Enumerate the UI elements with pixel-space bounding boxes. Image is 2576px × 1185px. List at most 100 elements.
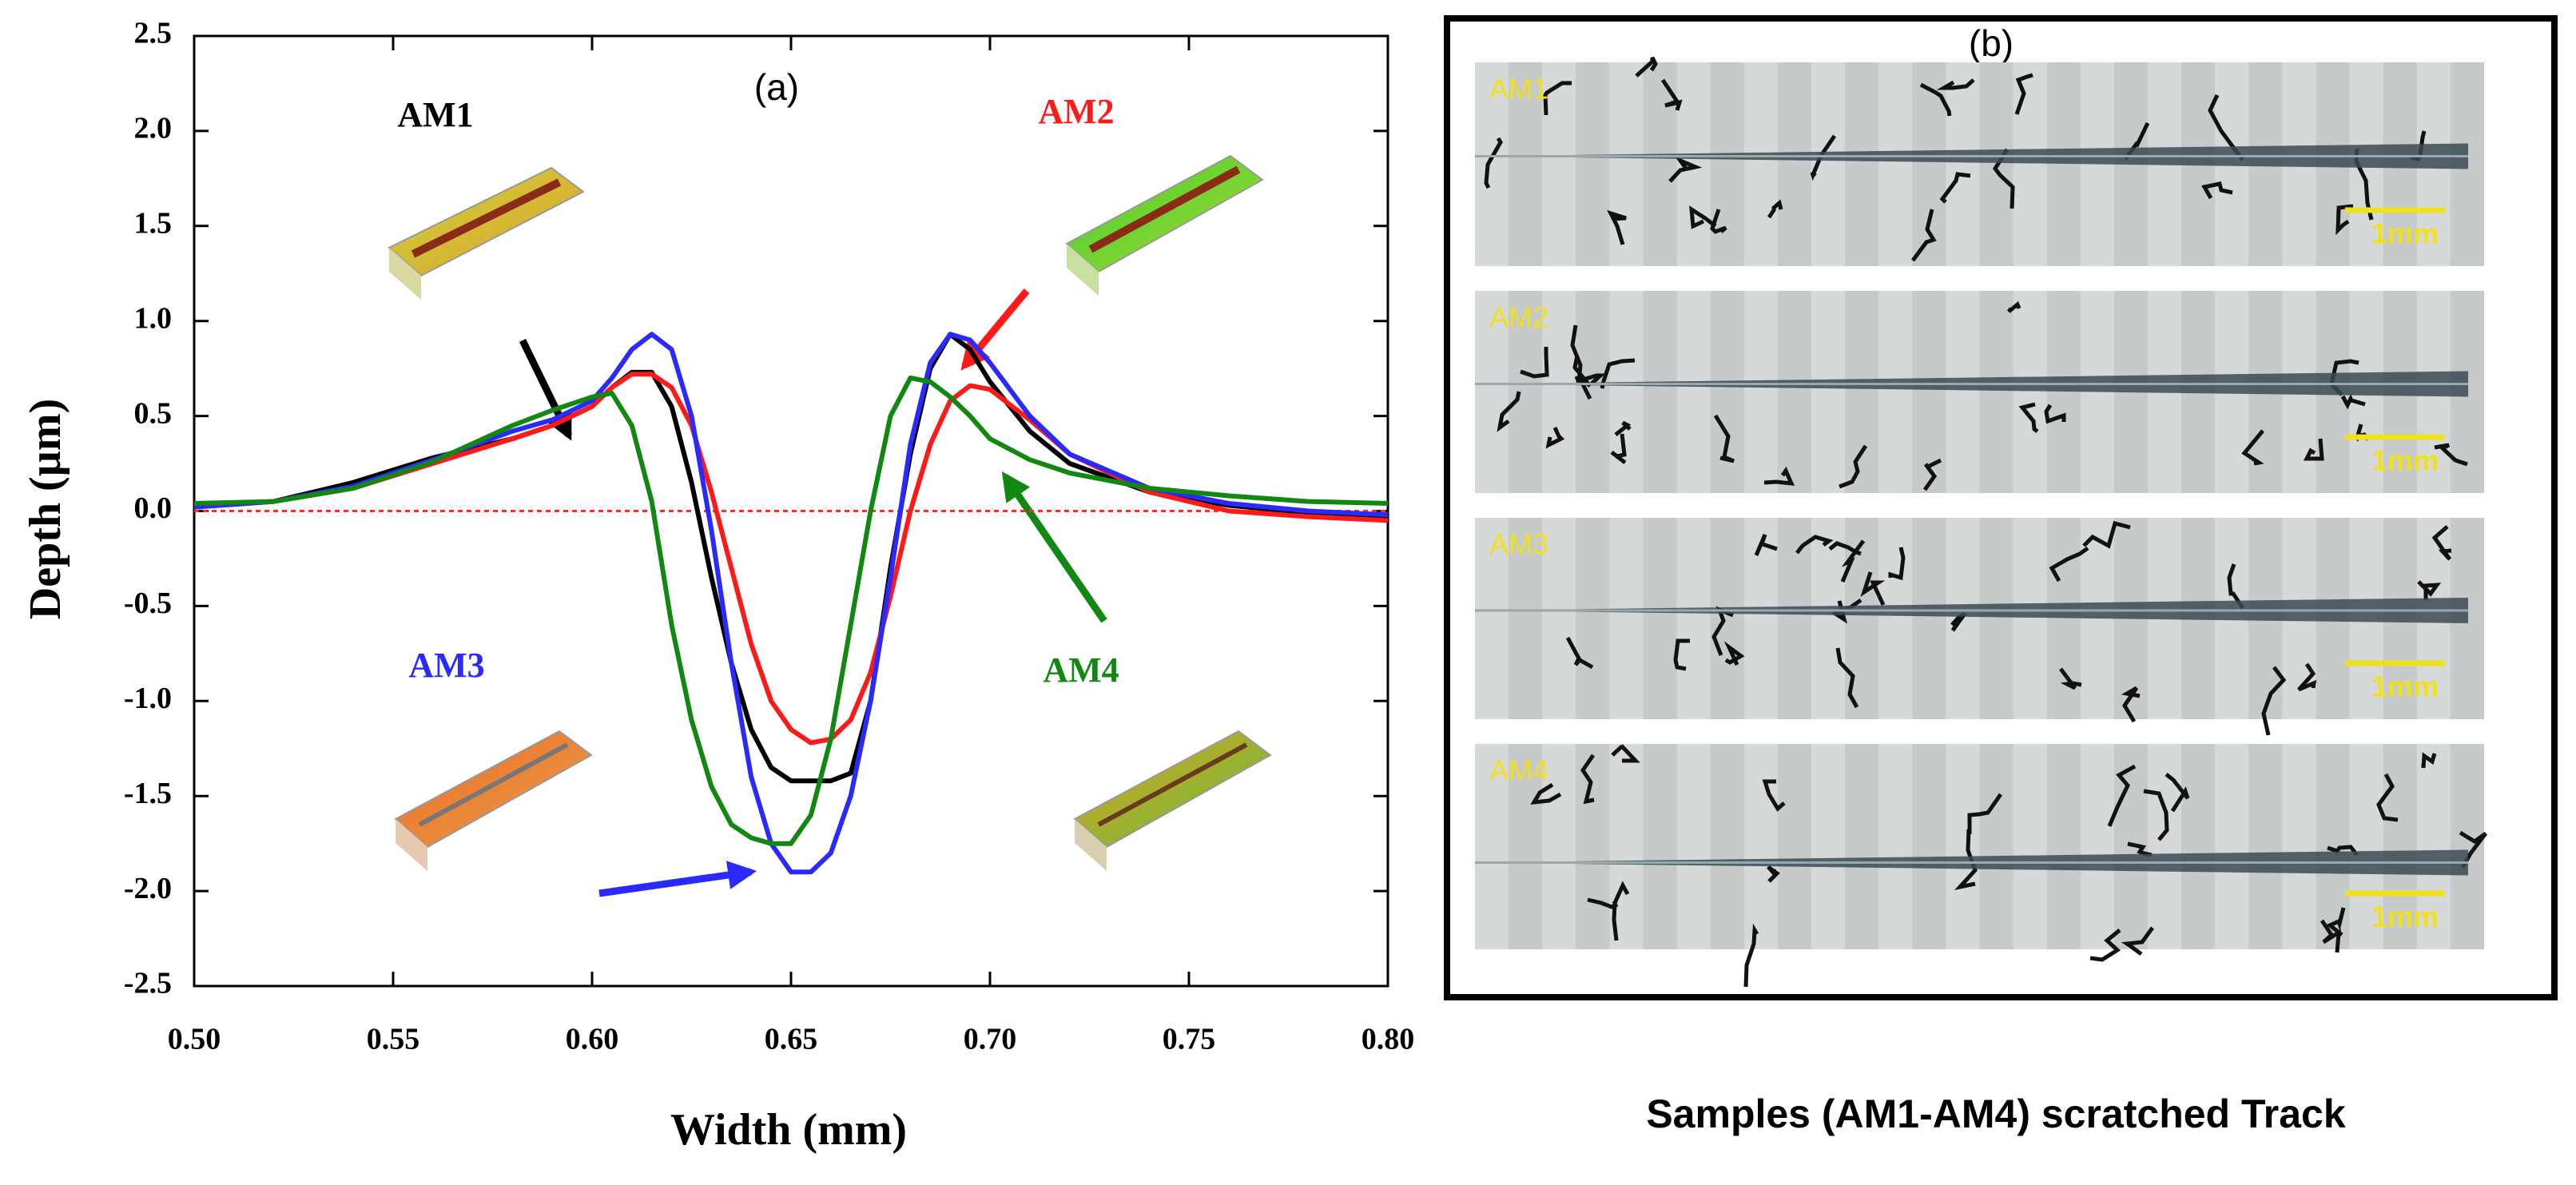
crack — [2326, 907, 2346, 936]
crack — [2431, 525, 2452, 561]
crack — [1835, 647, 1859, 709]
stripe — [1576, 62, 1610, 266]
crack — [1763, 466, 1795, 486]
crack — [1545, 426, 1565, 449]
panel-label: (a) — [754, 66, 799, 108]
crack — [1570, 324, 1583, 384]
series-line — [193, 372, 1389, 746]
scratch-strip: AM3 1mm — [1475, 518, 2484, 736]
strip-label: AM4 — [1489, 754, 1548, 787]
arrow — [598, 861, 757, 897]
scale-label: 1mm — [2371, 217, 2439, 250]
crack — [1713, 414, 1735, 463]
y-tick-label: 0.0 — [134, 491, 173, 525]
y-tick-label: 2.5 — [134, 17, 173, 50]
crack — [1689, 205, 1717, 229]
crack — [2335, 204, 2354, 236]
strip-label: AM1 — [1489, 73, 1548, 105]
stripe — [1542, 291, 1576, 493]
crack — [2165, 773, 2190, 813]
y-tick-label: -2.0 — [124, 872, 172, 905]
stripe — [1845, 744, 1879, 949]
stripe — [2013, 518, 2047, 719]
x-tick-label: 0.50 — [168, 1023, 221, 1056]
stripe — [1878, 518, 1913, 719]
x-tick-label: 0.80 — [1362, 1023, 1415, 1056]
crack — [1520, 347, 1549, 379]
stripe — [1475, 518, 1509, 719]
stripe — [2282, 744, 2316, 949]
crack — [2340, 394, 2366, 410]
caption: Samples (AM1-AM4) scratched Track — [1646, 1092, 2346, 1136]
crack — [2143, 789, 2169, 841]
stripe — [1609, 62, 1644, 266]
stripe — [1811, 744, 1846, 949]
crack — [2376, 773, 2399, 822]
stripe — [1609, 291, 1644, 493]
x-tick-label: 0.70 — [964, 1023, 1017, 1056]
stripe — [1979, 744, 2013, 949]
crack — [1612, 881, 1630, 941]
crack — [1668, 156, 1703, 183]
y-tick-label: 2.0 — [134, 112, 173, 145]
stripe — [1946, 744, 1980, 949]
legend-label: AM4 — [1043, 650, 1119, 690]
stripe — [1845, 291, 1879, 493]
scale-label: 1mm — [2371, 901, 2439, 933]
stripe — [1878, 744, 1913, 949]
crack — [2044, 404, 2066, 424]
stripe — [1777, 62, 1811, 266]
stripe — [1676, 744, 1711, 949]
stripe — [1676, 518, 1711, 719]
stripe — [2046, 744, 2081, 949]
y-tick-label: 1.5 — [134, 207, 173, 241]
legend-label: AM1 — [397, 95, 473, 134]
stripe — [1643, 291, 1677, 493]
crack — [1910, 209, 1937, 262]
crack — [1754, 534, 1778, 556]
panel-b-frame — [1444, 15, 2558, 1000]
stripe — [1777, 291, 1811, 493]
x-tick-label: 0.65 — [765, 1023, 818, 1056]
crack — [1967, 793, 2003, 834]
stripe — [1542, 518, 1576, 719]
y-tick-label: -1.5 — [124, 777, 172, 810]
stripe — [1710, 518, 1744, 719]
stripe — [1576, 518, 1610, 719]
stripe — [1845, 62, 1879, 266]
stripe — [2046, 291, 2081, 493]
y-axis-label: Depth (µm) — [21, 399, 70, 619]
scratch-strip: AM2 1mm — [1475, 291, 2484, 493]
stripe — [1509, 291, 1543, 493]
stripe — [1946, 62, 1980, 266]
stripe — [1576, 291, 1610, 493]
stripe — [2181, 744, 2216, 949]
stripe — [1676, 291, 1711, 493]
stripe — [1710, 291, 1744, 493]
stripe — [2013, 744, 2047, 949]
x-tick-label: 0.60 — [566, 1023, 619, 1056]
stripe — [2046, 62, 2081, 266]
stripe — [2248, 744, 2283, 949]
crack — [2261, 666, 2287, 736]
crack — [1660, 78, 1683, 111]
crack — [1614, 420, 1632, 436]
crack — [1922, 458, 1942, 491]
crack — [1936, 78, 1975, 90]
stripe — [1912, 744, 1946, 949]
crack — [1673, 638, 1690, 671]
scale-label: 1mm — [2371, 444, 2439, 477]
crack — [2303, 438, 2324, 461]
crack — [2082, 520, 2131, 549]
panel-label: (b) — [1969, 22, 2013, 64]
stripe — [1609, 518, 1644, 719]
crack — [2320, 919, 2341, 953]
crack — [1840, 539, 1866, 583]
crack — [1723, 641, 1745, 666]
crack — [1607, 209, 1627, 245]
crack — [1828, 541, 1862, 556]
x-tick-label: 0.75 — [1163, 1023, 1216, 1056]
stripe — [1946, 291, 1980, 493]
crack — [2014, 73, 2033, 115]
stripe — [1576, 744, 1610, 949]
